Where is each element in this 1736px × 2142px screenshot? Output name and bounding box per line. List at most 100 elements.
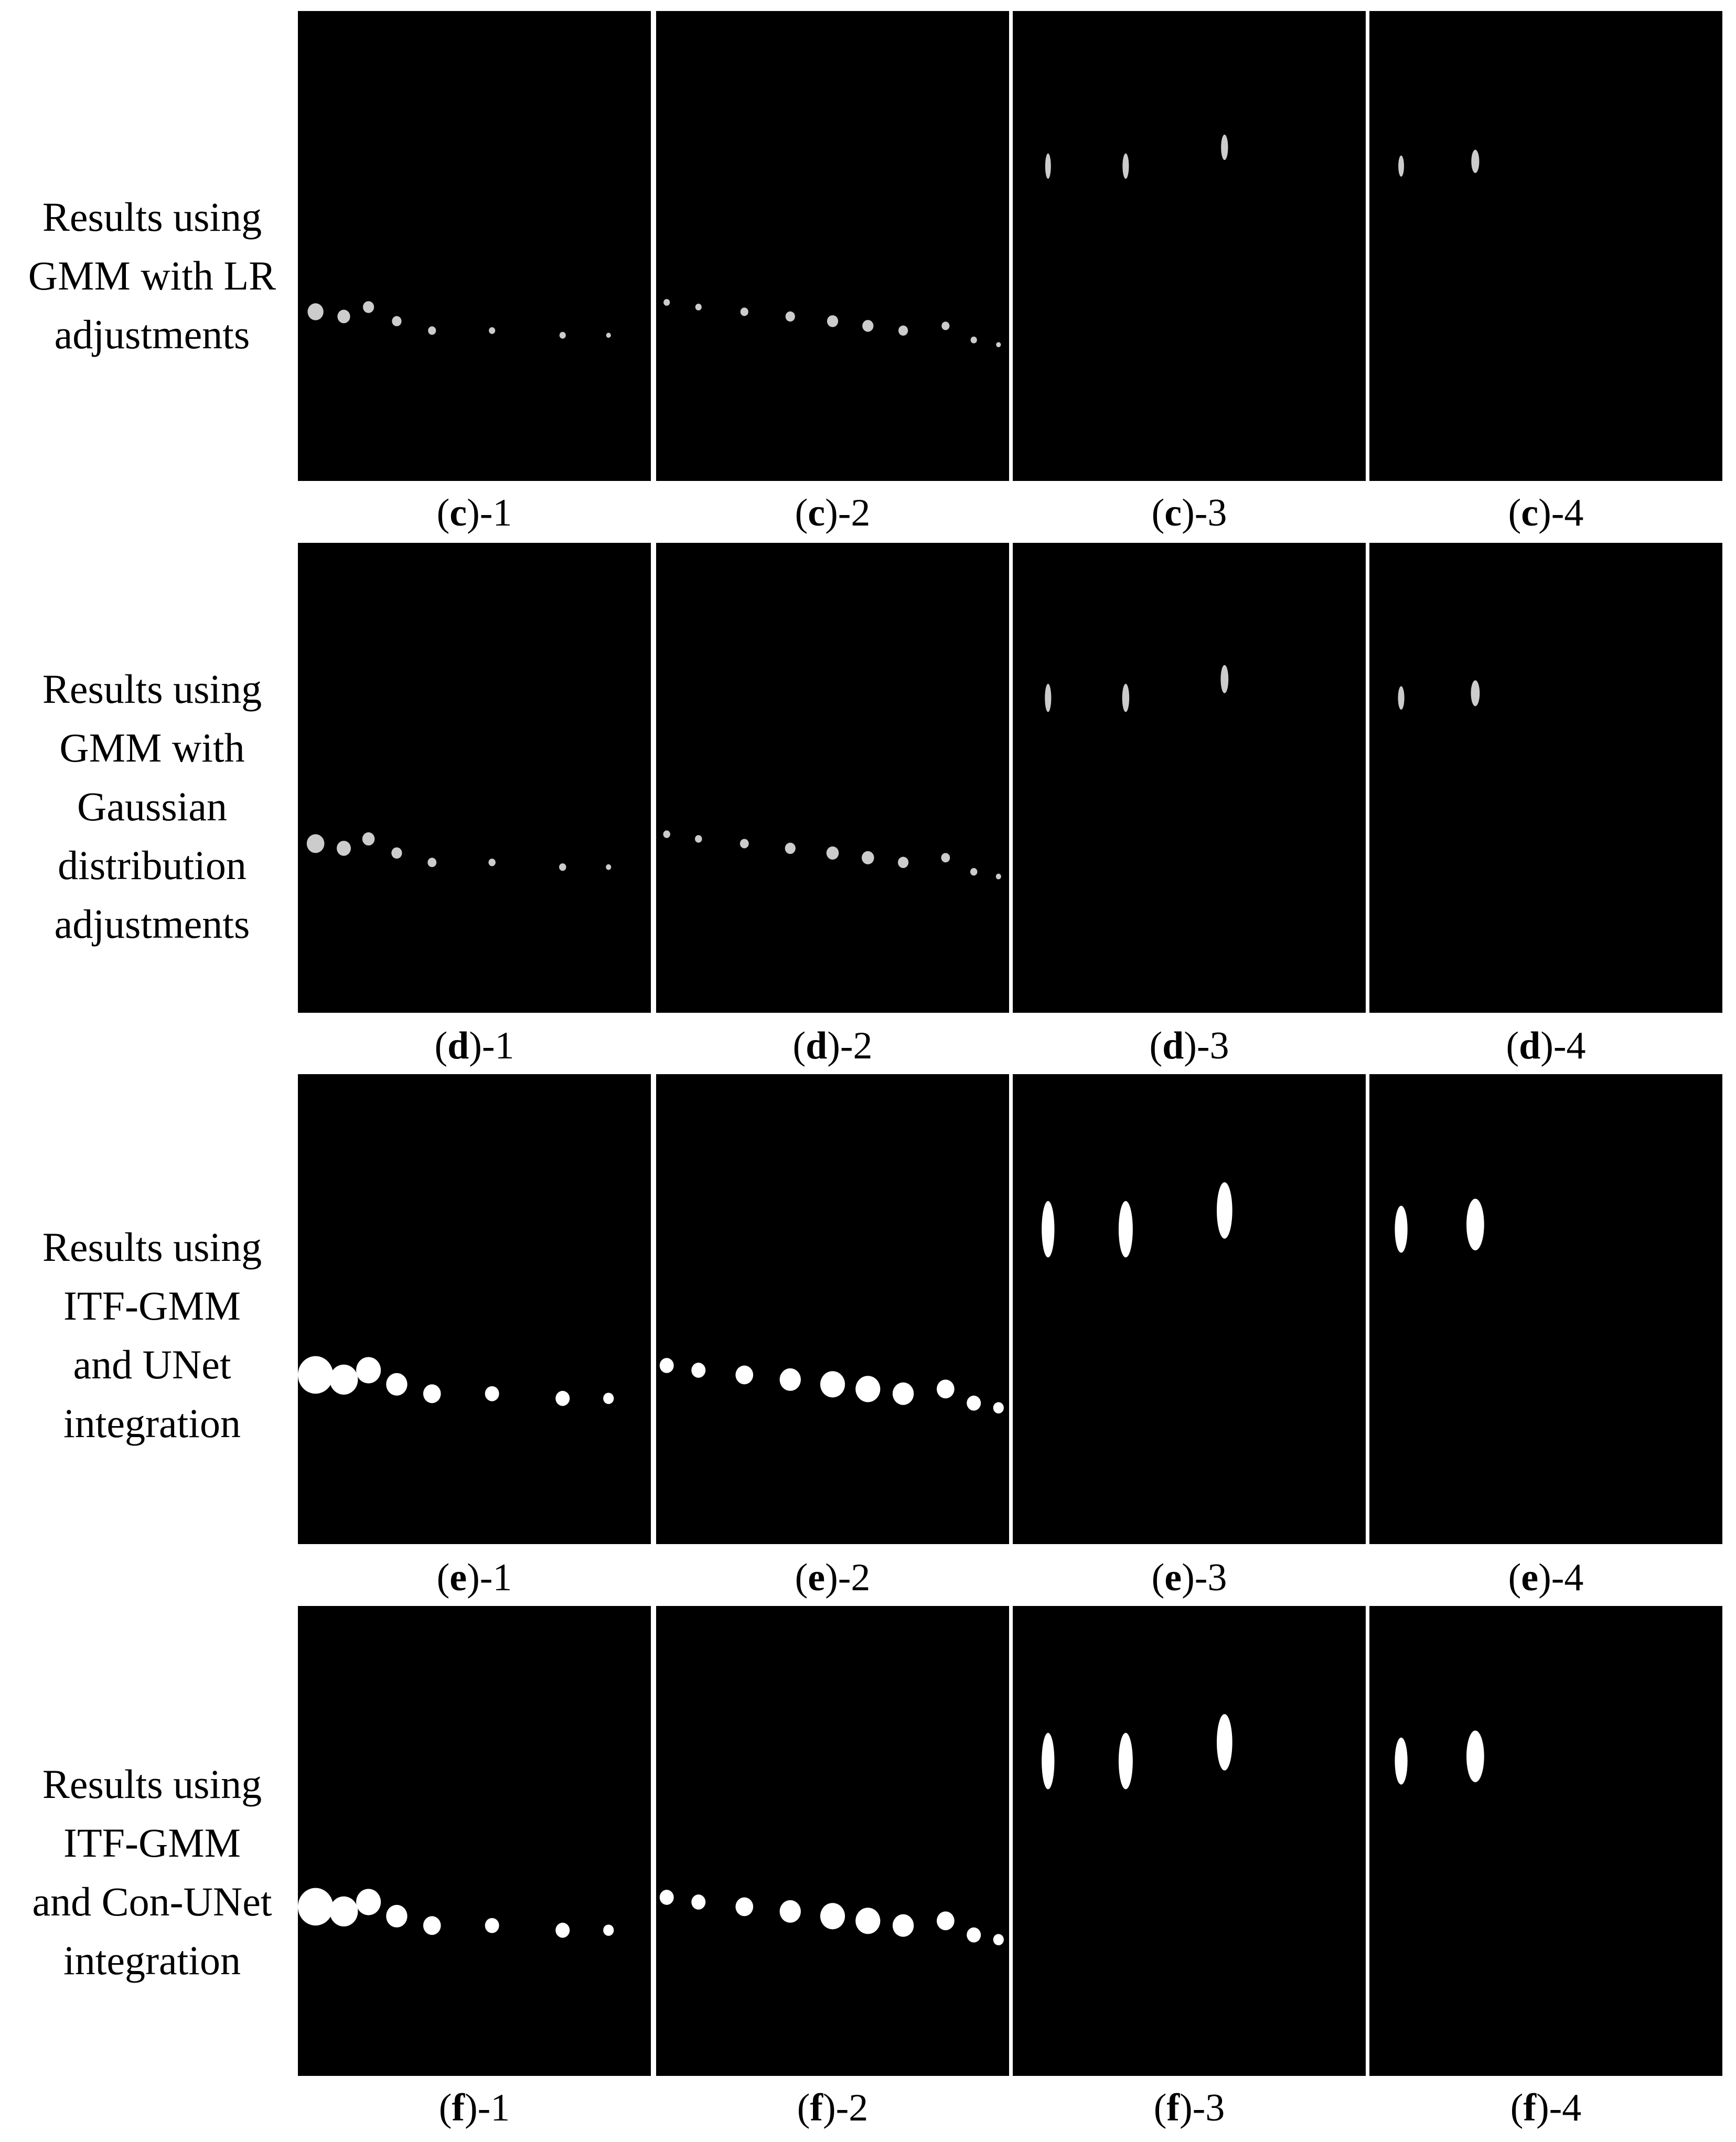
foreground-blob [1045, 683, 1052, 712]
foreground-blob [820, 1903, 845, 1930]
caption-close: )-4 [1538, 491, 1583, 534]
caption-close: )-3 [1180, 2086, 1225, 2129]
foreground-blob [1216, 1182, 1233, 1239]
row-label-line: integration [63, 1937, 241, 1983]
foreground-blob [1471, 149, 1480, 173]
foreground-blob [606, 864, 612, 870]
panel-caption: (c)-2 [795, 491, 871, 534]
foreground-blob [555, 1922, 570, 1938]
row-label-line: integration [63, 1400, 241, 1446]
foreground-blob [1398, 155, 1405, 177]
foreground-blob [606, 333, 611, 338]
foreground-blob [659, 1358, 674, 1373]
result-panel [1013, 11, 1366, 481]
caption-letter: c [1164, 491, 1182, 534]
foreground-blob [363, 301, 374, 313]
caption-open: ( [434, 1024, 447, 1067]
foreground-blob [695, 835, 702, 843]
caption-close: )-1 [469, 1024, 514, 1067]
foreground-blob [740, 307, 748, 316]
result-panel [298, 1606, 651, 2076]
foreground-blob [329, 1364, 358, 1395]
row-label-line: and Con-UNet [32, 1879, 272, 1924]
foreground-blob [892, 1914, 914, 1937]
row-label-line: ITF-GMM [63, 1820, 241, 1866]
caption-letter: f [810, 2086, 823, 2129]
caption-close: )-3 [1182, 1556, 1227, 1599]
caption-open: ( [1508, 491, 1521, 534]
foreground-blob [735, 1365, 754, 1385]
panel-caption: (e)-4 [1508, 1556, 1584, 1599]
caption-open: ( [1149, 1024, 1162, 1067]
panel-caption: (e)-3 [1152, 1556, 1227, 1599]
foreground-blob [898, 325, 908, 336]
row-label-line: GMM with LR [28, 253, 276, 298]
panel-caption: (c)-1 [437, 491, 512, 534]
caption-close: )-1 [467, 1556, 512, 1599]
foreground-blob [1042, 1732, 1055, 1790]
row-label-line: adjustments [55, 901, 250, 947]
foreground-blob [970, 336, 977, 344]
caption-letter: d [806, 1024, 827, 1067]
row-label-line: adjustments [55, 312, 250, 357]
caption-letter: d [1519, 1024, 1540, 1067]
caption-letter: f [1523, 2086, 1537, 2129]
panel-caption: (d)-4 [1506, 1024, 1585, 1067]
caption-open: ( [797, 2086, 810, 2129]
foreground-blob [1466, 1730, 1484, 1782]
foreground-blob [855, 1908, 881, 1934]
foreground-blob [1216, 1714, 1233, 1771]
caption-letter: c [1521, 491, 1538, 534]
foreground-blob [329, 1896, 358, 1927]
caption-close: )-2 [823, 2086, 868, 2129]
caption-letter: f [1166, 2086, 1180, 2129]
row-label-line: Results using [42, 1761, 262, 1807]
foreground-blob [427, 858, 437, 867]
panel-caption: (e)-1 [437, 1556, 512, 1599]
caption-close: )-2 [825, 1556, 870, 1599]
foreground-blob [485, 1386, 499, 1401]
foreground-blob [298, 1888, 334, 1926]
foreground-blob [785, 842, 796, 854]
foreground-blob [1122, 153, 1129, 179]
caption-letter: d [1162, 1024, 1184, 1067]
caption-open: ( [437, 1556, 450, 1599]
foreground-blob [1118, 1201, 1133, 1258]
foreground-blob [1221, 134, 1228, 160]
panel-caption: (f)-4 [1510, 2086, 1582, 2129]
caption-close: )-4 [1536, 2086, 1581, 2129]
foreground-blob [356, 1357, 381, 1384]
foreground-blob [485, 1918, 499, 1933]
panel-caption: (f)-3 [1154, 2086, 1225, 2129]
foreground-blob [362, 832, 375, 846]
row-label-line: Results using [42, 194, 262, 240]
result-panel [1369, 11, 1722, 481]
foreground-blob [996, 342, 1001, 347]
result-panel [298, 1074, 651, 1544]
foreground-blob [663, 830, 670, 838]
foreground-blob [559, 331, 566, 339]
foreground-blob [386, 1373, 408, 1396]
result-panel [1369, 1074, 1722, 1544]
result-panel [1013, 543, 1366, 1013]
caption-open: ( [1508, 1556, 1521, 1599]
result-panel [656, 1074, 1009, 1544]
foreground-blob [391, 847, 402, 859]
caption-open: ( [1510, 2086, 1524, 2129]
caption-open: ( [1152, 491, 1165, 534]
foreground-blob [1395, 1737, 1408, 1785]
foreground-blob [855, 1376, 881, 1402]
foreground-blob [663, 299, 670, 306]
row-label-line: GMM with [59, 725, 244, 770]
foreground-blob [892, 1382, 914, 1405]
panel-caption: (d)-3 [1149, 1024, 1229, 1067]
panel-caption: (c)-4 [1508, 491, 1584, 534]
foreground-blob [691, 1363, 706, 1378]
result-panel [656, 1606, 1009, 2076]
foreground-blob [735, 1897, 754, 1916]
foreground-blob [555, 1390, 570, 1406]
result-panel [1013, 1074, 1366, 1544]
foreground-blob [386, 1904, 408, 1927]
caption-close: )-2 [827, 1024, 872, 1067]
foreground-blob [559, 863, 566, 871]
